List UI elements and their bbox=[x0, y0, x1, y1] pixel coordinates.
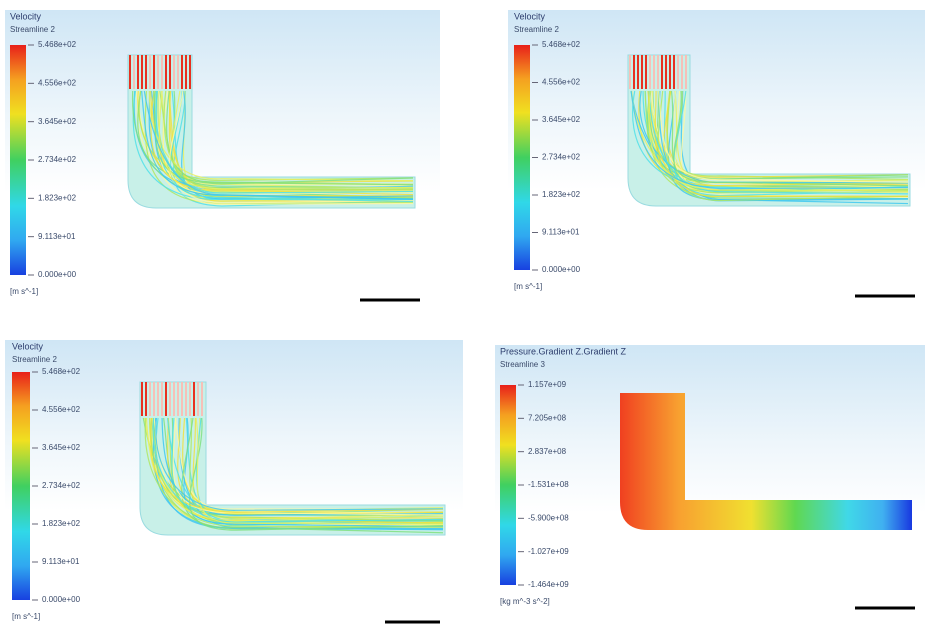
panel-title: Velocity bbox=[514, 11, 546, 21]
color-bar bbox=[10, 45, 26, 275]
panel-subtitle: Streamline 3 bbox=[500, 360, 545, 369]
legend-label: 0.000e+00 bbox=[38, 270, 77, 279]
legend-label: 4.556e+02 bbox=[38, 78, 77, 87]
legend-label: 3.645e+02 bbox=[42, 443, 81, 452]
legend-label: 9.113e+01 bbox=[542, 228, 580, 237]
panel-subtitle: Streamline 2 bbox=[514, 25, 559, 34]
legend-label: 2.734e+02 bbox=[42, 481, 81, 490]
legend-label: 4.556e+02 bbox=[42, 405, 81, 414]
panel-subtitle: Streamline 2 bbox=[12, 355, 57, 364]
legend-label: 0.000e+00 bbox=[542, 265, 581, 274]
panel-title: Velocity bbox=[12, 341, 44, 351]
legend-label: 2.734e+02 bbox=[38, 155, 77, 164]
legend-label: -1.531e+08 bbox=[528, 480, 569, 489]
legend-label: -1.464e+09 bbox=[528, 580, 569, 589]
legend-label: 9.113e+01 bbox=[42, 557, 80, 566]
legend-label: 2.837e+08 bbox=[528, 447, 567, 456]
legend-label: -5.900e+08 bbox=[528, 513, 569, 522]
units-label: [m s^-1] bbox=[10, 287, 38, 296]
legend-label: 3.645e+02 bbox=[38, 117, 77, 126]
units-label: [kg m^-3 s^-2] bbox=[500, 597, 550, 606]
units-label: [m s^-1] bbox=[514, 282, 542, 291]
legend-label: 1.823e+02 bbox=[542, 190, 581, 199]
panel: Velocity Streamline 2 5.468e+02 4.556e+02 3.… bbox=[508, 10, 925, 310]
legend-label: 1.823e+02 bbox=[42, 519, 81, 528]
legend-label: 3.645e+02 bbox=[542, 115, 581, 124]
color-bar bbox=[12, 372, 30, 600]
legend-label: 1.823e+02 bbox=[38, 193, 77, 202]
color-bar bbox=[500, 385, 516, 585]
legend-label: 0.000e+00 bbox=[42, 595, 81, 604]
legend-label: 5.468e+02 bbox=[542, 40, 581, 49]
units-label: [m s^-1] bbox=[12, 612, 40, 621]
legend-label: 7.205e+08 bbox=[528, 413, 567, 422]
legend-label: 1.157e+09 bbox=[528, 380, 567, 389]
legend-label: 4.556e+02 bbox=[542, 78, 581, 87]
panel-title: Pressure.Gradient Z.Gradient Z bbox=[500, 346, 627, 356]
panel: Pressure.Gradient Z.Gradient Z Streamline… bbox=[495, 345, 925, 625]
legend-label: -1.027e+09 bbox=[528, 547, 569, 556]
legend-label: 9.113e+01 bbox=[38, 232, 76, 241]
panel-subtitle: Streamline 2 bbox=[10, 25, 55, 34]
panel-title: Velocity bbox=[10, 11, 42, 21]
legend-label: 5.468e+02 bbox=[38, 40, 77, 49]
legend-label: 2.734e+02 bbox=[542, 153, 581, 162]
color-bar bbox=[514, 45, 530, 270]
panel: Velocity Streamline 2 5.468e+02 4.556e+02 3.… bbox=[5, 340, 463, 625]
screenshot: Velocity Streamline 2 5.468e+02 4.556e+02 3.… bbox=[0, 0, 925, 625]
panel: Velocity Streamline 2 5.468e+02 4.556e+02 3.… bbox=[5, 10, 440, 315]
legend-label: 5.468e+02 bbox=[42, 367, 81, 376]
